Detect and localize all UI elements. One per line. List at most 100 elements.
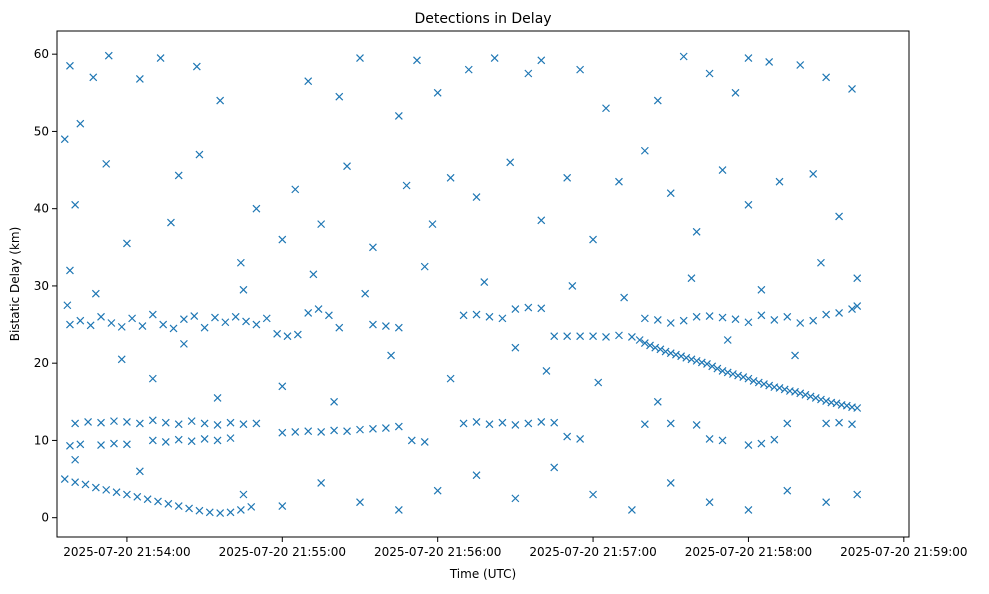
data-point bbox=[122, 417, 131, 426]
data-point bbox=[161, 418, 170, 427]
data-point bbox=[744, 374, 753, 383]
data-point bbox=[775, 177, 784, 186]
data-point bbox=[167, 218, 175, 227]
data-point bbox=[832, 399, 841, 408]
data-point bbox=[407, 436, 416, 445]
data-point bbox=[723, 336, 732, 344]
x-axis-label: Time (UTC) bbox=[449, 567, 516, 581]
data-point bbox=[446, 173, 455, 182]
x-tick-label: 2025-07-20 21:54:00 bbox=[63, 545, 190, 559]
data-point bbox=[705, 498, 714, 507]
data-point bbox=[317, 428, 326, 436]
data-point bbox=[369, 320, 377, 329]
data-point bbox=[853, 404, 862, 412]
data-point bbox=[330, 426, 339, 435]
data-point bbox=[335, 323, 344, 332]
data-point bbox=[317, 220, 326, 229]
data-point bbox=[262, 314, 271, 323]
data-point bbox=[498, 418, 507, 427]
data-point bbox=[848, 85, 856, 93]
data-point bbox=[705, 312, 714, 320]
data-point bbox=[122, 239, 131, 248]
data-point bbox=[783, 312, 792, 321]
data-point bbox=[822, 419, 831, 428]
data-point bbox=[76, 316, 85, 325]
data-point bbox=[713, 364, 722, 373]
data-point bbox=[666, 319, 675, 327]
data-point bbox=[394, 112, 403, 120]
data-point bbox=[697, 358, 706, 367]
data-point bbox=[148, 436, 157, 445]
y-tick-label: 50 bbox=[34, 124, 49, 138]
data-point bbox=[205, 508, 214, 517]
y-tick-label: 40 bbox=[34, 202, 49, 216]
data-point bbox=[796, 389, 805, 398]
data-point bbox=[511, 305, 520, 314]
data-point bbox=[705, 69, 714, 78]
data-point bbox=[97, 441, 105, 449]
data-point bbox=[480, 278, 489, 286]
data-point bbox=[135, 419, 144, 428]
data-point bbox=[666, 349, 675, 358]
data-point bbox=[63, 301, 72, 310]
data-point bbox=[783, 486, 792, 495]
data-point bbox=[236, 258, 245, 267]
y-tick-label: 10 bbox=[34, 433, 49, 447]
y-axis-ticks: 0 10 20 30 40 50 60 bbox=[34, 47, 57, 525]
data-point bbox=[806, 392, 815, 401]
data-point bbox=[666, 189, 675, 198]
data-point bbox=[646, 341, 654, 350]
plot-area-frame bbox=[56, 30, 910, 538]
data-point bbox=[304, 309, 313, 317]
data-point bbox=[324, 311, 333, 320]
data-point bbox=[216, 96, 225, 105]
data-point bbox=[744, 54, 753, 62]
data-point bbox=[602, 332, 610, 341]
data-point bbox=[822, 397, 831, 405]
data-point bbox=[200, 434, 209, 443]
data-point bbox=[627, 332, 636, 341]
data-point bbox=[117, 355, 126, 364]
data-point bbox=[563, 173, 572, 182]
data-point bbox=[195, 506, 204, 515]
data-point bbox=[692, 312, 701, 321]
data-point bbox=[200, 419, 209, 428]
data-point bbox=[216, 509, 225, 517]
data-point bbox=[122, 440, 131, 449]
data-point bbox=[666, 419, 675, 428]
data-point bbox=[656, 345, 665, 354]
data-point bbox=[563, 432, 572, 441]
data-point bbox=[653, 96, 662, 105]
data-point bbox=[718, 366, 727, 375]
data-point bbox=[239, 420, 248, 429]
data-point bbox=[148, 374, 157, 383]
x-axis-ticks: 2025-07-20 21:54:00 2025-07-20 21:55:00 20… bbox=[63, 537, 968, 559]
data-point bbox=[506, 158, 515, 167]
data-point bbox=[749, 377, 758, 385]
data-point bbox=[511, 421, 520, 429]
data-point bbox=[247, 502, 256, 511]
data-point bbox=[568, 282, 577, 290]
data-point bbox=[159, 320, 168, 329]
data-point bbox=[472, 417, 481, 426]
data-point bbox=[796, 319, 805, 327]
data-point bbox=[692, 421, 701, 429]
data-point bbox=[472, 310, 481, 319]
data-point bbox=[231, 312, 240, 321]
data-point bbox=[102, 159, 111, 168]
data-point bbox=[817, 258, 825, 267]
data-point bbox=[640, 339, 649, 348]
data-point bbox=[71, 478, 80, 487]
data-point bbox=[428, 220, 437, 229]
data-point bbox=[420, 438, 429, 446]
data-point bbox=[66, 266, 74, 275]
data-point bbox=[705, 434, 714, 443]
data-point bbox=[356, 54, 364, 62]
data-point bbox=[192, 62, 201, 71]
data-point bbox=[195, 150, 204, 159]
data-point bbox=[102, 485, 111, 494]
data-point bbox=[446, 374, 455, 383]
data-point bbox=[679, 316, 688, 325]
